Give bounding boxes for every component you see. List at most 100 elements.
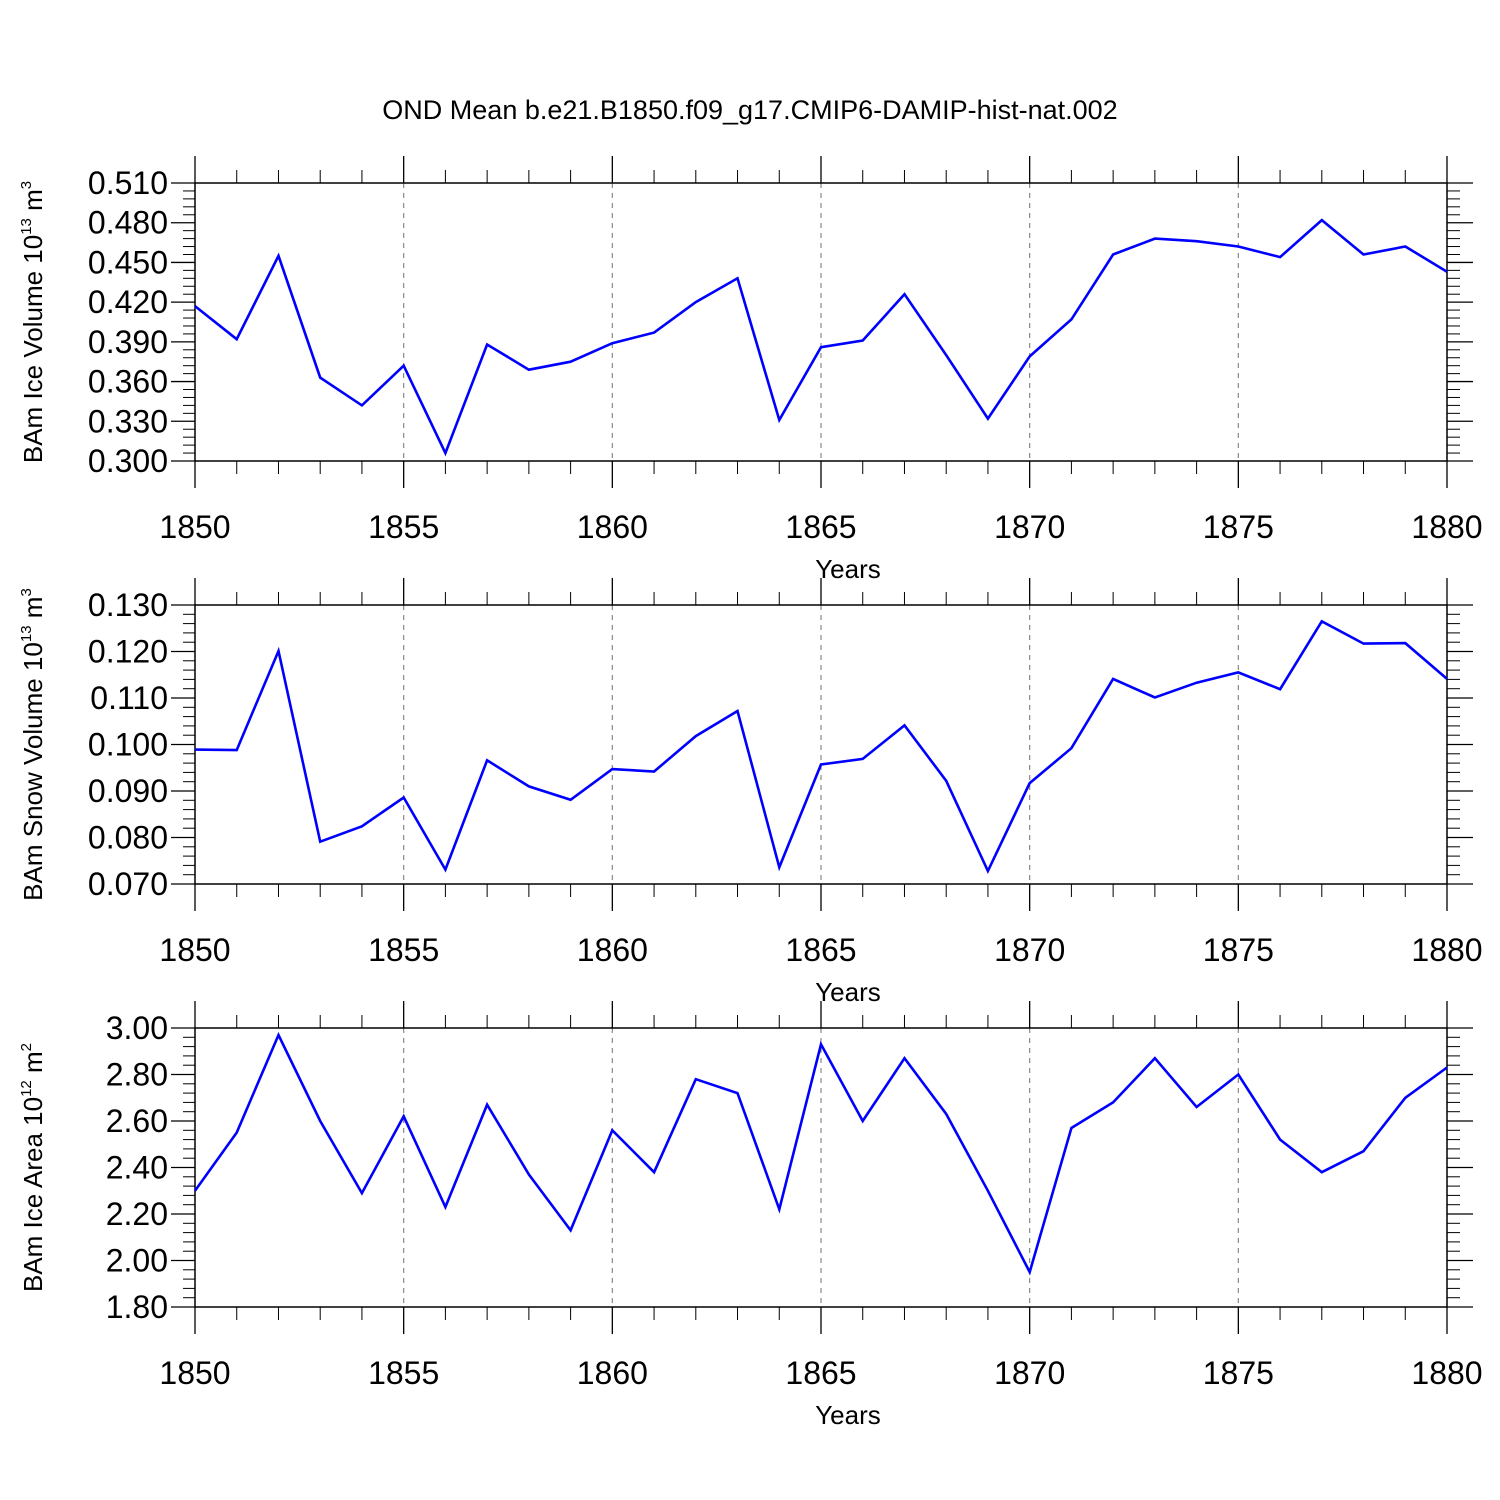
data-point <box>777 1207 782 1212</box>
data-point <box>234 1130 239 1135</box>
data-point <box>985 416 990 421</box>
data-point <box>1152 1056 1157 1061</box>
y-tick-label: 3.00 <box>106 1010 168 1046</box>
data-point <box>777 865 782 870</box>
data-point <box>944 353 949 358</box>
data-point <box>234 748 239 753</box>
data-point <box>985 1188 990 1193</box>
data-point <box>443 451 448 456</box>
data-point <box>652 330 657 335</box>
data-point <box>652 769 657 774</box>
data-point <box>1403 1095 1408 1100</box>
data-point <box>526 1172 531 1177</box>
data-point <box>401 363 406 368</box>
x-tick-label: 1850 <box>159 1355 230 1391</box>
data-point <box>401 1114 406 1119</box>
data-point <box>485 758 490 763</box>
data-point <box>1069 746 1074 751</box>
data-point <box>276 253 281 258</box>
data-point <box>568 1228 573 1233</box>
data-point <box>568 797 573 802</box>
x-tick-label: 1880 <box>1411 932 1482 968</box>
data-point <box>443 867 448 872</box>
y-tick-label: 0.480 <box>88 205 168 241</box>
y-axis-title: BAm Ice Area 1012 m2 <box>18 1043 48 1292</box>
data-point <box>610 1128 615 1133</box>
x-tick-label: 1850 <box>159 932 230 968</box>
y-tick-label: 2.20 <box>106 1196 168 1232</box>
data-point <box>485 342 490 347</box>
data-point <box>485 1102 490 1107</box>
y-tick-label: 2.80 <box>106 1057 168 1093</box>
chart-panel-3: 1.80 2.00 2.20 2.40 2.60 2.80 3.00 1850 1855 1860… <box>18 1001 1483 1430</box>
y-tick-label: 2.00 <box>106 1243 168 1279</box>
data-point <box>1194 239 1199 244</box>
y-tick-label: 1.80 <box>106 1289 168 1325</box>
y-tick-label: 0.080 <box>88 820 168 856</box>
data-point <box>1361 252 1366 257</box>
y-tick-label: 0.510 <box>88 165 168 201</box>
y-tick-label: 0.330 <box>88 403 168 439</box>
data-point <box>1069 317 1074 322</box>
data-point <box>860 338 865 343</box>
data-point <box>693 1077 698 1082</box>
data-point <box>1361 641 1366 646</box>
data-point <box>1319 1170 1324 1175</box>
figure-title: OND Mean b.e21.B1850.f09_g17.CMIP6-DAMIP… <box>382 95 1117 125</box>
data-point <box>1111 252 1116 257</box>
data-point <box>193 747 198 752</box>
data-point <box>1278 687 1283 692</box>
data-point <box>1152 236 1157 241</box>
x-tick-label: 1850 <box>159 509 230 545</box>
data-point <box>1194 1105 1199 1110</box>
data-point <box>234 337 239 342</box>
data-point <box>860 1119 865 1124</box>
data-point <box>652 1170 657 1175</box>
data-point <box>944 778 949 783</box>
data-point <box>1319 218 1324 223</box>
x-tick-label: 1860 <box>577 509 648 545</box>
data-point <box>1403 244 1408 249</box>
x-tick-label: 1870 <box>994 932 1065 968</box>
data-point <box>610 767 615 772</box>
x-tick-label: 1880 <box>1411 1355 1482 1391</box>
y-tick-label: 0.120 <box>88 634 168 670</box>
data-point <box>1278 1137 1283 1142</box>
data-point <box>359 403 364 408</box>
data-point <box>735 276 740 281</box>
x-tick-label: 1875 <box>1203 932 1274 968</box>
data-point <box>193 304 198 309</box>
x-tick-label: 1870 <box>994 1355 1065 1391</box>
data-point <box>276 649 281 654</box>
x-tick-label: 1855 <box>368 932 439 968</box>
data-point <box>1361 1149 1366 1154</box>
data-point <box>610 341 615 346</box>
data-point <box>1111 1100 1116 1105</box>
data-point <box>276 1032 281 1037</box>
x-tick-label: 1860 <box>577 932 648 968</box>
data-point <box>985 868 990 873</box>
data-point <box>401 795 406 800</box>
data-point <box>1194 680 1199 685</box>
y-tick-label: 0.090 <box>88 773 168 809</box>
x-tick-label: 1875 <box>1203 1355 1274 1391</box>
data-point <box>443 1205 448 1210</box>
data-point <box>193 1188 198 1193</box>
y-tick-label: 2.60 <box>106 1103 168 1139</box>
data-point <box>568 359 573 364</box>
series-line <box>194 218 1448 457</box>
x-tick-label: 1860 <box>577 1355 648 1391</box>
data-point <box>944 1112 949 1117</box>
y-axis-title: BAm Ice Volume 1013 m3 <box>18 181 48 463</box>
data-point <box>359 1191 364 1196</box>
x-tick-label: 1865 <box>785 1355 856 1391</box>
x-tick-label: 1855 <box>368 509 439 545</box>
data-point <box>1027 781 1032 786</box>
x-tick-label: 1855 <box>368 1355 439 1391</box>
data-point <box>735 1091 740 1096</box>
data-point <box>359 824 364 829</box>
data-point <box>1236 1072 1241 1077</box>
x-axis-title: Years <box>815 977 881 1007</box>
